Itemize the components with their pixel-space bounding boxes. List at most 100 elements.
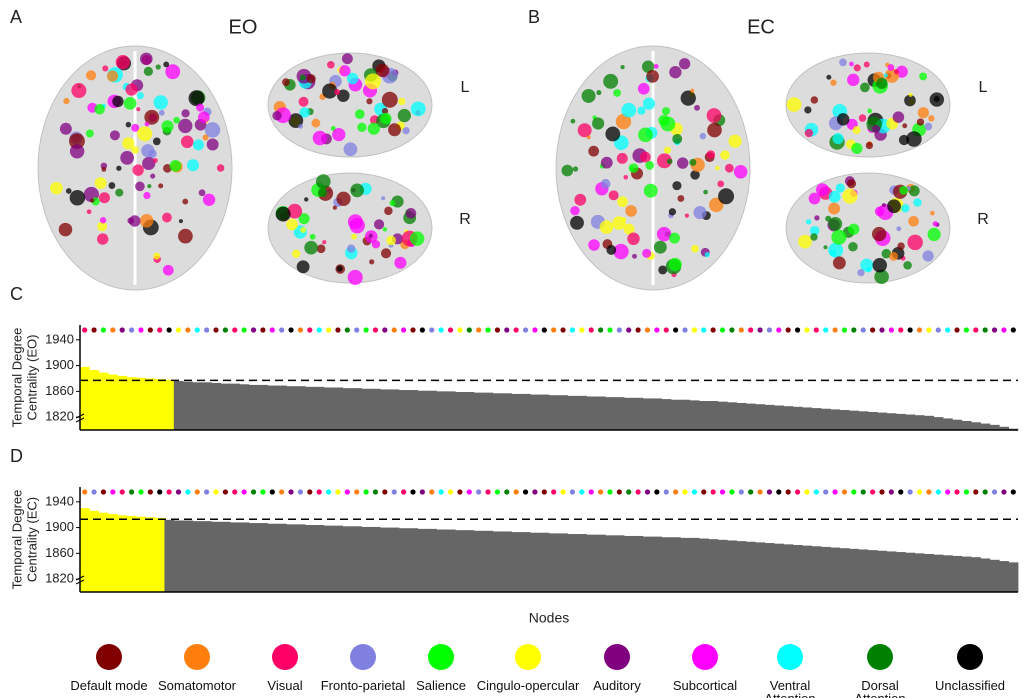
brain-node	[587, 135, 591, 139]
brain-node	[355, 109, 365, 119]
bar	[568, 396, 578, 430]
brain-node	[717, 180, 724, 187]
node-network-dot	[504, 489, 509, 494]
node-network-dot	[804, 489, 809, 494]
bar	[465, 530, 475, 592]
brain-node	[131, 146, 139, 154]
bar	[89, 370, 99, 430]
node-network-dot	[729, 327, 734, 332]
bar	[633, 398, 643, 430]
brain-node	[925, 123, 933, 131]
node-network-dot	[260, 489, 265, 494]
bar	[568, 534, 578, 592]
bar	[296, 386, 306, 430]
bar	[868, 550, 878, 592]
bar	[812, 546, 822, 592]
legend-swatch	[957, 644, 983, 670]
bar	[924, 554, 934, 592]
brain-node	[124, 97, 137, 110]
legend-swatch	[184, 644, 210, 670]
node-network-dot	[542, 327, 547, 332]
bar	[164, 380, 174, 430]
bar	[193, 382, 203, 430]
node-network-dot	[429, 489, 434, 494]
node-network-dot	[814, 489, 819, 494]
brain-node	[867, 109, 872, 114]
brain-node	[187, 159, 199, 171]
bar	[502, 531, 512, 592]
node-network-dot	[401, 489, 406, 494]
y-tick-label: 1900	[45, 519, 74, 534]
y-axis-label: Temporal Degree	[9, 490, 24, 590]
brain-node	[902, 123, 907, 128]
node-network-dot	[195, 489, 200, 494]
bar	[999, 561, 1009, 592]
node-network-dot	[851, 327, 856, 332]
brain-node	[866, 142, 873, 149]
bar	[108, 375, 118, 430]
bar	[127, 377, 137, 430]
node-network-dot	[617, 327, 622, 332]
bar	[146, 517, 156, 592]
brain-node	[86, 130, 94, 138]
bar	[727, 402, 737, 430]
brain-node	[70, 190, 85, 205]
bar	[652, 537, 662, 592]
bar	[390, 528, 400, 592]
brain-node	[677, 195, 684, 202]
legend-label: Ventral Attention	[755, 679, 825, 698]
bar	[680, 400, 690, 430]
brain-node	[140, 53, 153, 66]
node-network-dot	[345, 489, 350, 494]
bar	[249, 523, 259, 592]
node-network-dot	[110, 327, 115, 332]
brain-node	[394, 257, 406, 269]
y-axis-label: Centrality (EO)	[24, 335, 39, 421]
brain-node	[833, 133, 844, 144]
bar	[530, 533, 540, 592]
view-label: R	[977, 211, 989, 228]
bar	[211, 383, 221, 430]
brain-node	[601, 157, 613, 169]
node-network-dot	[786, 489, 791, 494]
node-network-dot	[983, 327, 988, 332]
bar	[286, 386, 296, 430]
node-network-dot	[279, 327, 284, 332]
brain-node	[814, 215, 819, 220]
node-network-dot	[185, 327, 190, 332]
panel-letter: B	[528, 7, 540, 27]
bar	[952, 420, 962, 430]
brain-node	[386, 236, 396, 246]
brain-node	[342, 53, 353, 64]
bar	[746, 542, 756, 592]
node-network-dot	[748, 327, 753, 332]
brain-node	[718, 188, 734, 204]
brain-node	[640, 152, 651, 163]
bar	[821, 409, 831, 430]
brain-node	[156, 64, 161, 69]
node-network-dot	[410, 489, 415, 494]
node-network-dot	[795, 327, 800, 332]
node-network-dot	[204, 327, 209, 332]
bar	[239, 384, 249, 430]
bar	[493, 531, 503, 592]
node-network-dot	[729, 489, 734, 494]
brain-node	[286, 219, 298, 231]
node-network-dot	[570, 327, 575, 332]
brain-node	[703, 190, 708, 195]
node-network-dot	[213, 327, 218, 332]
brain-node	[162, 213, 172, 223]
node-network-dot	[270, 489, 275, 494]
brain-node	[630, 167, 634, 171]
bar	[605, 397, 615, 430]
brain-node	[380, 113, 391, 124]
bar	[643, 537, 653, 592]
brain-node	[153, 138, 161, 146]
bar	[887, 551, 897, 592]
node-network-dot	[636, 327, 641, 332]
bar	[193, 521, 203, 592]
brain-node	[100, 217, 106, 223]
bar	[277, 524, 287, 592]
node-network-dot	[851, 489, 856, 494]
bar	[80, 367, 90, 430]
